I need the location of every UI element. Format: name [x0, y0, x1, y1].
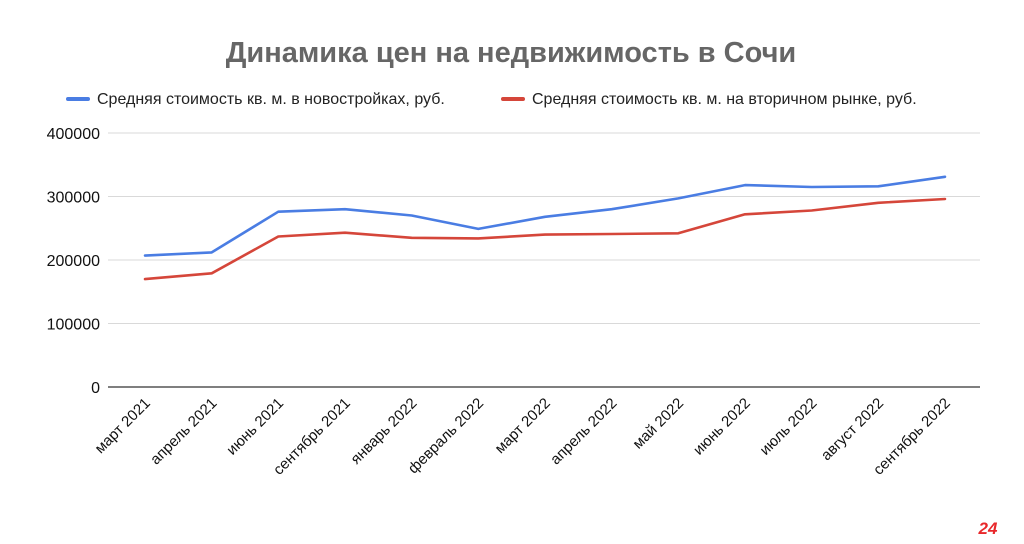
legend: Средняя стоимость кв. м. в новостройках,…	[66, 91, 917, 108]
y-axis: 0 100000 200000 300000 400000	[47, 126, 100, 397]
gridlines	[108, 132, 980, 388]
plot-area	[143, 175, 947, 281]
x-tick-label: август 2022	[818, 395, 887, 464]
y-tick-label: 200000	[47, 253, 100, 270]
y-tick-label: 0	[91, 380, 100, 397]
x-tick-label: июнь 2022	[690, 395, 754, 459]
legend-label-secondary-market: Средняя стоимость кв. м. на вторичном ры…	[532, 91, 917, 108]
chart-title: Динамика цен на недвижимость в Сочи	[226, 37, 797, 69]
y-tick-label: 400000	[47, 126, 100, 143]
x-tick-label: апрель 2021	[147, 395, 220, 468]
logo-24: 24	[978, 519, 998, 538]
series-line-new-buildings	[143, 175, 947, 257]
legend-label-new-buildings: Средняя стоимость кв. м. в новостройках,…	[97, 91, 445, 108]
x-tick-label: июнь 2021	[223, 395, 287, 459]
y-tick-label: 100000	[47, 317, 100, 334]
x-tick-label: май 2022	[629, 395, 687, 453]
x-tick-label: июль 2022	[757, 395, 821, 459]
x-tick-label: январь 2022	[347, 395, 420, 468]
y-tick-label: 300000	[47, 190, 100, 207]
x-tick-label: март 2021	[92, 395, 154, 457]
series-line-secondary-market	[143, 197, 947, 281]
x-tick-label: март 2022	[492, 395, 554, 457]
x-tick-label: апрель 2022	[547, 395, 620, 468]
